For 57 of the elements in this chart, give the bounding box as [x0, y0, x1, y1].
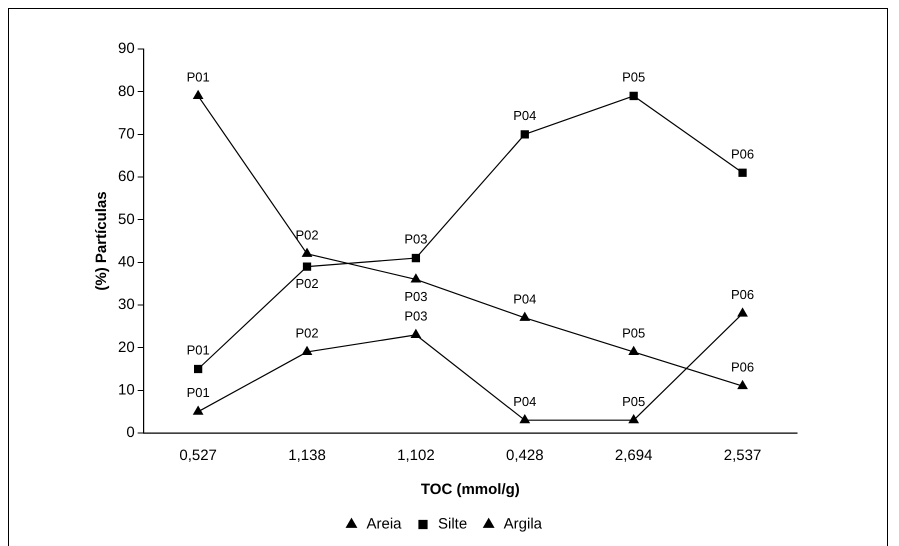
data-label: P04 — [513, 291, 536, 306]
point — [193, 406, 204, 415]
x-tick-label: 2,537 — [724, 447, 762, 464]
data-label: P06 — [730, 287, 754, 302]
data-label: P06 — [730, 146, 754, 162]
data-label: P02 — [295, 227, 319, 242]
data-label: P02 — [295, 326, 319, 341]
data-label: P06 — [730, 360, 754, 375]
x-tick-label: 0,527 — [179, 447, 217, 464]
x-tick-label: 2,694 — [614, 447, 652, 464]
y-axis-title: (%) Partículas — [93, 191, 110, 291]
y-tick-label: 40 — [118, 253, 135, 270]
data-label: P01 — [186, 70, 210, 85]
y-tick-label: 80 — [118, 82, 135, 100]
y-tick-label: 70 — [118, 125, 135, 142]
data-label: P03 — [404, 232, 428, 247]
y-tick-label: 0 — [126, 424, 135, 442]
legend-label: Silte — [438, 516, 468, 533]
y-tick-label: 90 — [118, 40, 135, 58]
data-label: P03 — [404, 288, 428, 304]
point — [410, 274, 421, 282]
point — [412, 254, 420, 262]
point — [628, 346, 639, 356]
legend-label: Argila — [504, 516, 543, 533]
data-label: P01 — [186, 342, 210, 358]
x-axis-title: TOC (mmol/g) — [420, 481, 520, 498]
data-label: P04 — [513, 108, 536, 123]
point — [520, 130, 529, 138]
point — [738, 380, 748, 390]
data-label: P05 — [622, 326, 646, 341]
data-label: P05 — [622, 70, 646, 85]
point — [628, 414, 639, 424]
point — [630, 92, 638, 100]
data-label: P05 — [622, 394, 646, 409]
y-tick-label: 50 — [118, 210, 135, 228]
y-tick-label: 30 — [118, 296, 135, 314]
point — [738, 168, 747, 177]
point — [194, 364, 202, 374]
x-tick-label: 1,102 — [397, 447, 435, 464]
y-tick-label: 20 — [118, 338, 135, 356]
point — [410, 329, 421, 338]
point — [302, 262, 312, 271]
data-label: P03 — [404, 308, 428, 324]
y-tick-label: 10 — [118, 381, 135, 398]
point — [302, 346, 312, 356]
data-label: P04 — [513, 394, 536, 409]
point — [520, 312, 530, 321]
x-tick-label: 0,428 — [506, 447, 544, 464]
point — [193, 90, 204, 100]
point — [302, 248, 312, 257]
point — [520, 414, 530, 424]
x-tick-label: 1,138 — [288, 447, 326, 464]
data-label: P02 — [295, 276, 319, 292]
y-tick-label: 60 — [118, 168, 135, 186]
point — [738, 308, 748, 317]
data-label: P01 — [186, 385, 210, 400]
legend-label: Areia — [366, 516, 402, 533]
